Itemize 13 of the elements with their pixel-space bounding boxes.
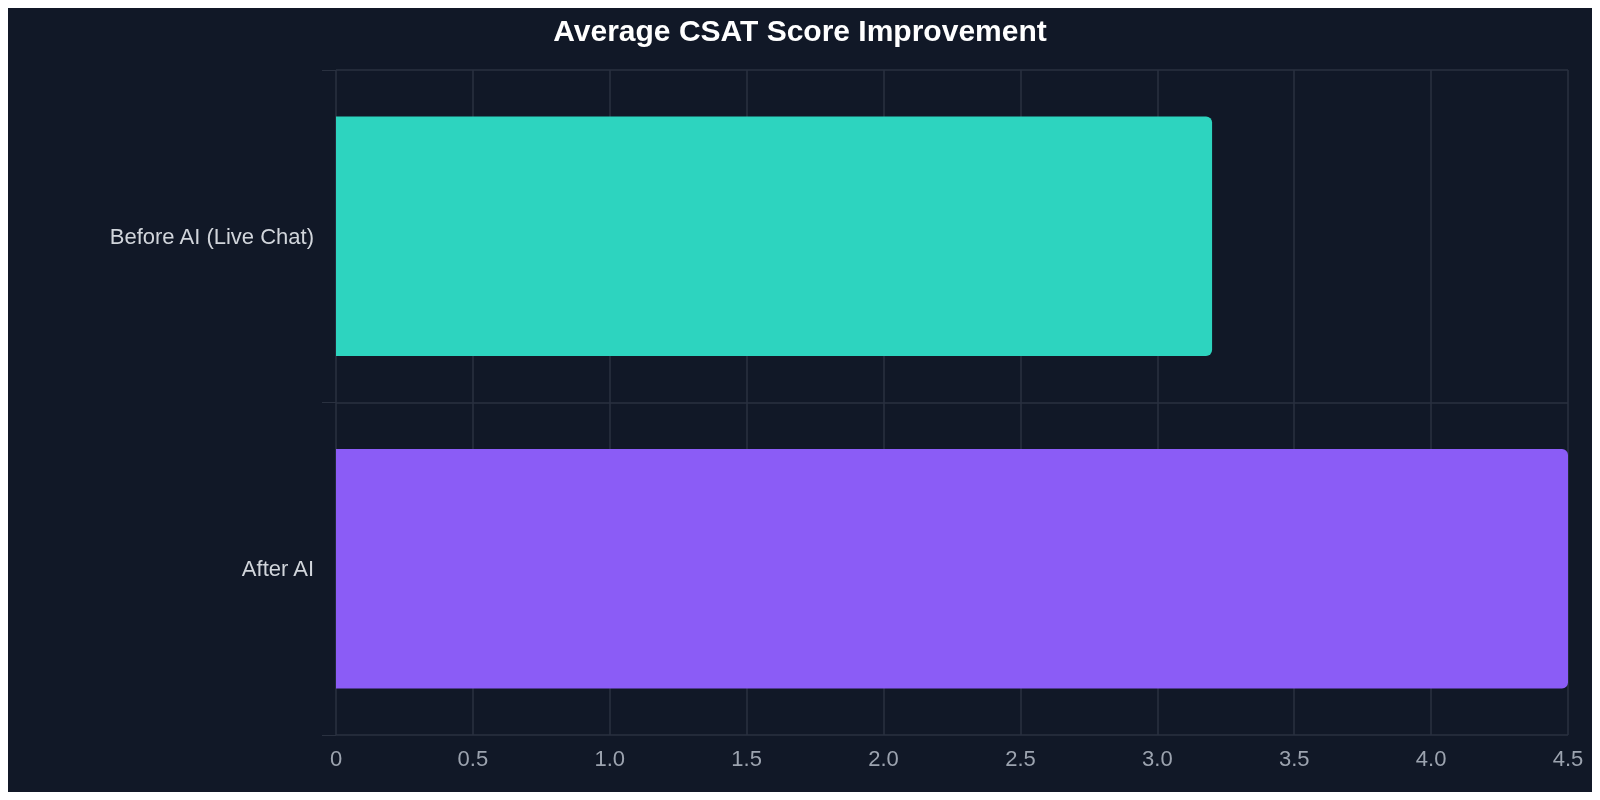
y-tick-label: Before AI (Live Chat): [109, 223, 314, 249]
x-tick-label: 3.5: [1278, 745, 1310, 771]
x-tick-label: 2.0: [868, 745, 899, 771]
x-tick-label: 3.0: [1142, 745, 1173, 771]
x-tick-label: 4.5: [1552, 745, 1584, 771]
x-tick-label: 0.5: [457, 745, 489, 771]
x-tick-label: 4.0: [1415, 745, 1447, 771]
x-tick-label: 1.0: [594, 745, 626, 771]
x-tick-label: 2.5: [1005, 745, 1036, 771]
x-tick-label: 0: [329, 745, 343, 771]
chart-title: Average CSAT Score Improvement: [553, 13, 1047, 47]
x-tick-label: 1.5: [731, 745, 762, 771]
y-tick-label: After AI: [241, 556, 314, 582]
